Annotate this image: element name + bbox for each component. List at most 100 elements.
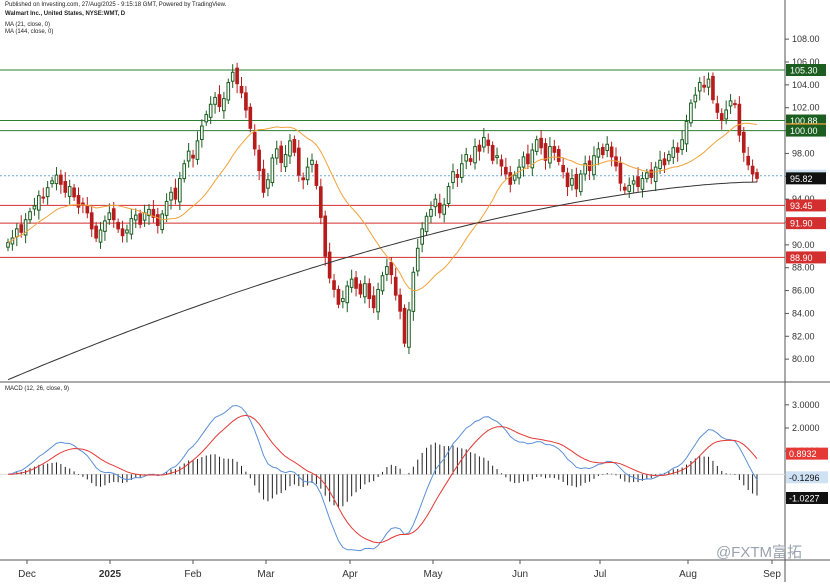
candle-body [486,139,491,146]
candle-body [429,208,433,217]
candle-body [689,102,693,124]
candle-body [222,98,226,112]
candle-body [750,165,755,175]
ma21-legend: MA (21, close, 0) [5,22,51,28]
candle-body [89,212,94,230]
time-tick-label: Sep [763,569,781,580]
candle-body [570,178,574,186]
candle-body [208,103,213,118]
candle-body [14,228,19,238]
candle-body [103,220,107,232]
macd-label-bg-macd [786,471,828,484]
candle-body [636,176,640,188]
candle-body [473,146,477,164]
price-tick-label: 98.00 [792,148,815,158]
candle-body [138,213,142,225]
candle-body [336,288,341,305]
candle-body [680,139,684,151]
price-label-91.90: 91.90 [790,219,813,229]
candle-body [296,147,301,176]
candle-body [675,147,680,153]
candle-body [380,275,385,292]
candle-body [81,202,85,205]
candle-body [543,143,548,161]
candle-body [274,148,279,159]
candle-body [94,225,98,239]
candle-body [728,100,733,107]
candle-body [459,163,464,178]
price-tick-label: 104.00 [792,80,820,90]
candle-body [354,277,358,289]
candle-body [477,144,482,152]
candle-body [182,163,187,180]
candle-body [451,171,455,183]
candle-body [164,200,169,216]
candle-body [244,92,248,111]
candle-body [442,204,447,215]
price-label-95.82: 95.82 [790,174,813,184]
macd-legend: MACD (12, 26, close, 9) [5,386,70,392]
price-tick-label: 106.00 [792,57,820,67]
macd-label-bg-signal [786,447,828,460]
candle-body [59,174,63,185]
candle-body [684,120,689,145]
candle-body [173,187,178,200]
candle-body [512,174,517,181]
candle-body [556,149,561,162]
price-label-88.90: 88.90 [790,253,813,263]
candle-body [411,271,416,312]
candle-body [565,172,570,188]
time-tick-label: Dec [18,569,36,580]
price-tick-label: 90.00 [792,240,815,250]
candle-body [733,103,737,106]
candle-body [178,178,182,203]
candle-body [270,157,275,183]
candle-body [468,158,473,162]
candle-body [367,283,372,300]
candle-body [706,78,711,88]
candle-body [332,280,336,290]
price-label-bg-105.30 [786,64,826,76]
candle-body [600,146,605,156]
price-label-bg-91.90 [786,217,826,230]
candle-body [437,202,442,214]
price-label-100.00: 100.00 [790,126,818,136]
ma21-line [7,122,758,292]
candle-body [239,85,244,94]
candle-body [446,186,451,204]
candle-body [305,166,310,181]
candle-body [490,144,495,161]
candle-body [349,278,354,288]
price-label-100.88: 100.88 [790,116,818,126]
candle-body [195,140,200,160]
candle-body [693,94,698,103]
price-tick-label: 84.00 [792,308,815,318]
signal-line [7,414,758,544]
candle-body [318,186,323,218]
candle-body [433,198,438,208]
candle-body [363,283,367,298]
macd-value-macd: -0.1296 [789,473,820,483]
candle-body [186,150,191,162]
candle-body [314,163,319,186]
candle-body [623,186,627,191]
candle-body [521,156,526,168]
candle-body [6,242,10,248]
candle-body [631,180,636,185]
price-label-bg-93.45 [786,199,826,212]
candle-body [191,154,195,159]
candle-body [292,138,297,153]
candle-body [715,103,720,113]
candle-body [376,288,380,313]
candle-body [671,147,676,158]
candle-body [301,177,306,181]
candle-body [160,213,165,231]
candle-body [107,212,112,220]
candle-body [226,82,231,101]
candle-body [230,71,235,82]
candle-body [28,211,32,221]
fxtm-watermark: @FXTM富拓 [715,544,802,561]
candle-body [310,159,314,165]
candle-body [327,251,332,279]
